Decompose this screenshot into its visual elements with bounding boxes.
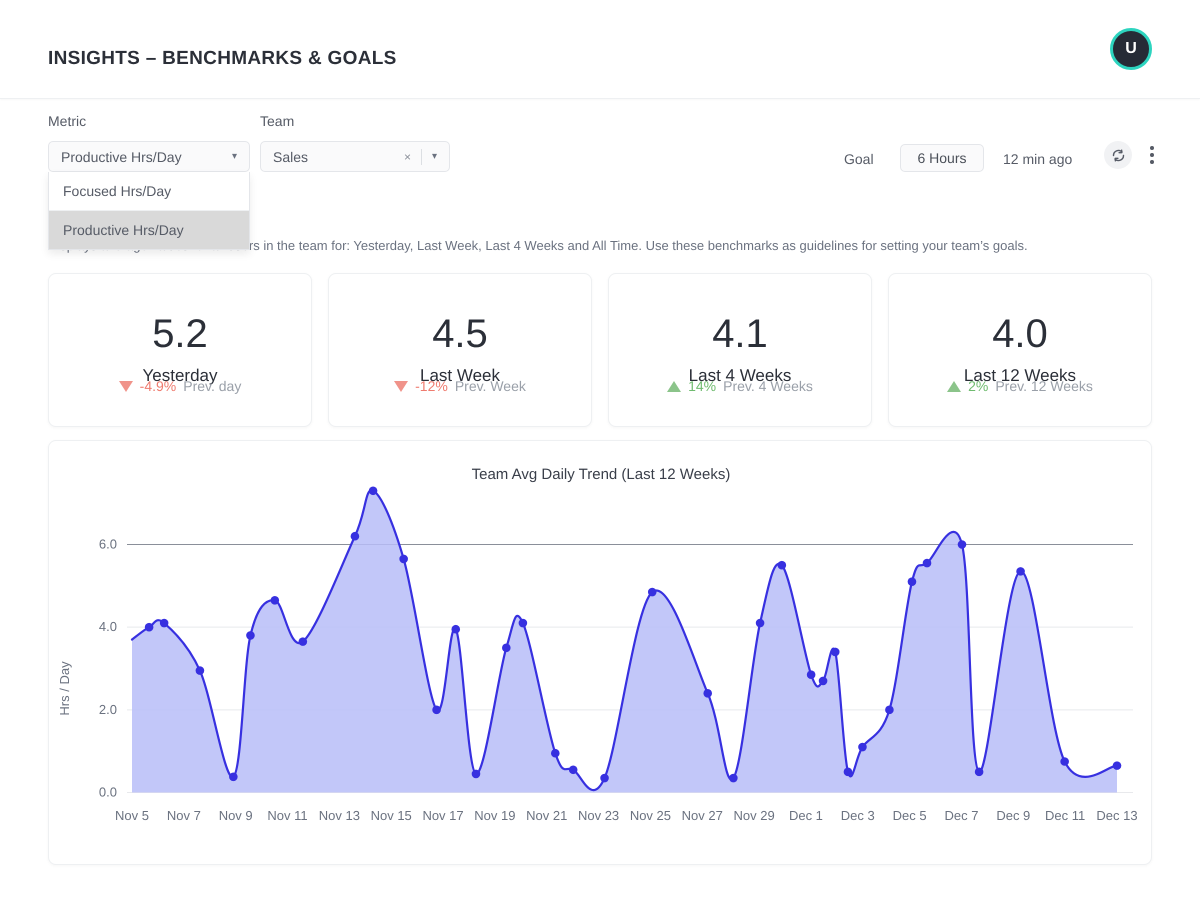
svg-text:Nov 19: Nov 19 — [474, 808, 515, 823]
svg-text:Nov 21: Nov 21 — [526, 808, 567, 823]
svg-text:Nov 9: Nov 9 — [219, 808, 253, 823]
svg-text:Nov 23: Nov 23 — [578, 808, 619, 823]
svg-text:Nov 17: Nov 17 — [422, 808, 463, 823]
svg-text:Nov 5: Nov 5 — [115, 808, 149, 823]
svg-text:Nov 13: Nov 13 — [319, 808, 360, 823]
svg-text:4.0: 4.0 — [99, 619, 117, 634]
svg-text:Nov 15: Nov 15 — [371, 808, 412, 823]
svg-text:Hrs / Day: Hrs / Day — [57, 661, 72, 716]
svg-text:2.0: 2.0 — [99, 702, 117, 717]
svg-text:Dec 13: Dec 13 — [1096, 808, 1137, 823]
svg-text:Nov 11: Nov 11 — [267, 808, 307, 823]
svg-text:Dec 7: Dec 7 — [944, 808, 978, 823]
svg-text:Dec 1: Dec 1 — [789, 808, 823, 823]
svg-text:Dec 3: Dec 3 — [841, 808, 875, 823]
svg-text:Nov 7: Nov 7 — [167, 808, 201, 823]
svg-text:Nov 27: Nov 27 — [682, 808, 723, 823]
svg-text:Dec 5: Dec 5 — [893, 808, 927, 823]
svg-text:6.0: 6.0 — [99, 537, 117, 552]
svg-text:0.0: 0.0 — [99, 785, 117, 800]
svg-text:Nov 29: Nov 29 — [734, 808, 775, 823]
svg-text:Dec 11: Dec 11 — [1045, 808, 1085, 823]
svg-text:Nov 25: Nov 25 — [630, 808, 671, 823]
svg-text:Team Avg Daily Trend (Last 12: Team Avg Daily Trend (Last 12 Weeks) — [472, 466, 731, 483]
svg-text:Dec 9: Dec 9 — [996, 808, 1030, 823]
